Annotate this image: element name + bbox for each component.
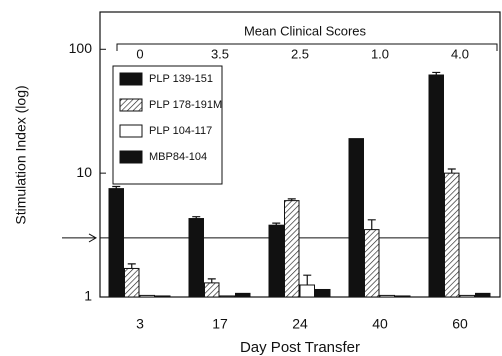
bar [284,200,300,298]
bar [188,218,204,298]
reference-arrow [62,233,98,243]
x-tick-label: 3 [136,316,144,332]
legend-label: PLP 178-191M [149,99,222,111]
error-bar [127,263,136,269]
error-bar [432,71,441,75]
error-bar [207,278,216,283]
error-bar [447,168,456,174]
x-tick-label: 60 [452,316,468,332]
legend-swatch [119,98,143,112]
y-axis-title: Stimulation Index (log) [13,85,29,224]
error-bar [287,198,296,201]
legend-swatch [119,72,143,86]
x-tick-label: 40 [372,316,388,332]
error-bar [367,219,376,230]
bar [364,229,380,298]
bar [219,295,235,298]
y-tick-label: 100 [69,40,93,56]
bar [139,294,155,298]
x-axis-title: Day Post Transfer [240,339,360,356]
legend-swatch [119,150,143,164]
bar [459,294,475,298]
annotation-label: 0 [136,46,143,61]
bar [268,224,284,298]
bar [395,295,411,298]
legend-label: PLP 139-151 [149,73,213,85]
error-bar [112,185,121,189]
annotation-label: 4.0 [451,46,469,61]
error-bar [192,216,201,219]
bar [315,288,331,298]
legend-swatch [119,124,143,138]
bar [108,188,124,298]
bar [475,292,491,298]
annotation-label: 1.0 [371,46,389,61]
annotation-bracket [116,43,498,51]
y-tick-label: 10 [76,164,92,180]
bar [428,74,444,298]
x-tick-label: 24 [292,316,308,332]
x-tick-label: 17 [212,316,228,332]
bar [379,294,395,298]
bar [444,172,460,298]
y-tick-label: 1 [84,288,92,304]
bar [235,292,251,298]
annotation-label: 2.5 [291,46,309,61]
bar [155,295,171,298]
bar [124,267,140,298]
legend-label: MBP84-104 [149,151,207,163]
bar [299,284,315,298]
error-bar [303,274,312,285]
bar [348,138,364,298]
bar [204,282,220,298]
annotation-label: 3.5 [211,46,229,61]
error-bar [272,222,281,226]
annotation-title: Mean Clinical Scores [244,23,367,38]
legend-label: PLP 104-117 [149,125,212,137]
